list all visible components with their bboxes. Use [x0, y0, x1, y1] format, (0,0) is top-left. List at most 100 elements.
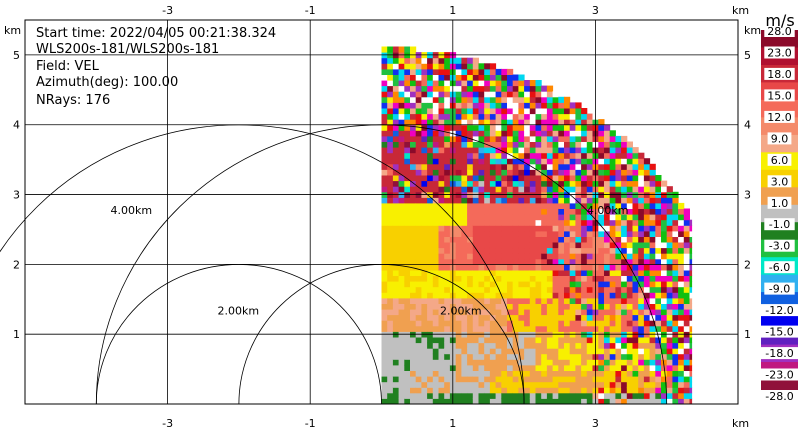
velocity-cell — [546, 169, 554, 176]
velocity-cell — [558, 275, 565, 282]
velocity-cell — [432, 158, 439, 165]
velocity-cell — [575, 108, 582, 115]
velocity-cell — [398, 225, 405, 232]
colorbar-tick-bg — [761, 325, 798, 338]
velocity-cell — [398, 381, 405, 388]
velocity-cell — [484, 370, 491, 377]
velocity-cell — [535, 91, 542, 98]
velocity-cell — [507, 348, 514, 355]
velocity-cell — [392, 180, 400, 187]
velocity-cell — [512, 135, 519, 142]
velocity-cell — [615, 387, 622, 394]
velocity-cell — [387, 320, 394, 327]
velocity-cell — [467, 158, 474, 165]
colorbar-tick-bg — [764, 282, 795, 295]
velocity-cell — [512, 91, 519, 98]
velocity-cell — [381, 163, 388, 170]
velocity-cell — [404, 135, 411, 142]
velocity-cell — [575, 180, 582, 187]
velocity-cell — [655, 242, 662, 249]
velocity-cell — [489, 320, 497, 327]
velocity-cell — [569, 325, 576, 332]
velocity-cell — [598, 292, 605, 299]
velocity-cell — [569, 314, 576, 321]
velocity-cell — [661, 281, 668, 288]
velocity-cell — [569, 152, 576, 159]
velocity-cell — [529, 242, 536, 249]
velocity-cell — [615, 359, 622, 366]
velocity-cell — [410, 242, 417, 249]
velocity-cell — [507, 225, 514, 232]
velocity-cell — [529, 124, 536, 131]
velocity-cell — [404, 309, 411, 316]
velocity-cell — [404, 376, 411, 383]
velocity-cell — [529, 141, 536, 148]
velocity-cell — [609, 353, 616, 360]
velocity-cell — [638, 247, 645, 254]
velocity-cell — [575, 264, 582, 271]
velocity-cell — [507, 102, 514, 109]
velocity-cell — [478, 342, 485, 349]
velocity-cell — [586, 342, 593, 349]
velocity-cell — [472, 353, 479, 360]
velocity-cell — [381, 320, 388, 327]
velocity-cell — [564, 376, 571, 383]
velocity-cell — [689, 281, 693, 288]
velocity-cell — [638, 342, 645, 349]
velocity-cell — [581, 197, 588, 204]
velocity-cell — [421, 281, 428, 288]
velocity-cell — [678, 208, 685, 215]
velocity-cell — [546, 113, 554, 120]
velocity-cell — [489, 364, 497, 371]
velocity-cell — [546, 130, 554, 137]
velocity-cell — [678, 342, 685, 349]
velocity-cell — [387, 169, 394, 176]
velocity-cell — [615, 303, 622, 310]
velocity-cell — [392, 236, 400, 243]
velocity-cell — [529, 398, 536, 405]
velocity-cell — [404, 359, 411, 366]
velocity-cell — [387, 337, 394, 344]
velocity-cell — [678, 320, 685, 327]
velocity-cell — [609, 337, 616, 344]
velocity-cell — [666, 376, 673, 383]
velocity-cell — [581, 108, 588, 115]
velocity-cell — [643, 242, 651, 249]
velocity-cell — [666, 236, 673, 243]
velocity-cell — [586, 219, 593, 226]
velocity-cell — [438, 175, 445, 182]
velocity-cell — [541, 152, 548, 159]
velocity-cell — [649, 180, 656, 187]
velocity-cell — [438, 353, 445, 360]
velocity-cell — [512, 225, 519, 232]
velocity-cell — [444, 147, 451, 154]
velocity-cell — [387, 364, 394, 371]
velocity-cell — [604, 269, 611, 276]
velocity-cell — [398, 392, 405, 399]
velocity-cell — [558, 325, 565, 332]
velocity-cell — [432, 119, 439, 126]
velocity-cell — [586, 376, 593, 383]
velocity-cell — [626, 320, 633, 327]
velocity-cell — [415, 63, 422, 70]
velocity-cell — [621, 180, 628, 187]
velocity-cell — [518, 135, 525, 142]
velocity-cell — [472, 214, 479, 221]
velocity-cell — [512, 370, 519, 377]
velocity-cell — [558, 175, 565, 182]
velocity-cell — [541, 314, 548, 321]
velocity-cell — [683, 314, 690, 321]
velocity-cell — [381, 202, 388, 209]
velocity-cell — [666, 342, 673, 349]
velocity-cell — [598, 152, 605, 159]
velocity-cell — [626, 269, 633, 276]
velocity-cell — [649, 320, 656, 327]
velocity-cell — [609, 208, 616, 215]
velocity-cell — [512, 398, 519, 405]
velocity-cell — [604, 214, 611, 221]
velocity-cell — [535, 130, 542, 137]
velocity-cell — [438, 242, 445, 249]
velocity-cell — [438, 258, 445, 265]
plot-frame — [24, 19, 739, 405]
